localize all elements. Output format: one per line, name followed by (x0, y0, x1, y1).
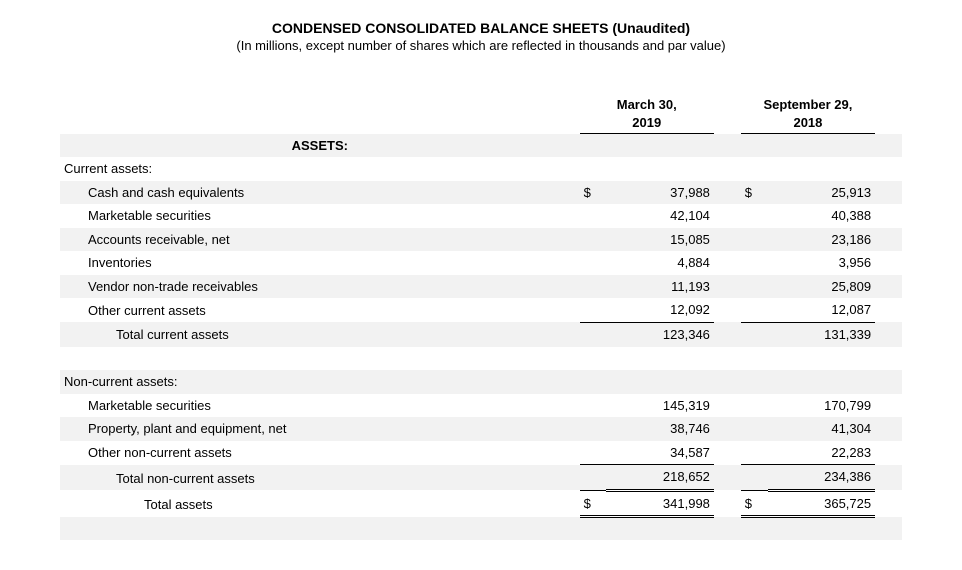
table-row: Inventories 4,884 3,956 (60, 251, 902, 275)
row-value: 131,339 (768, 322, 875, 346)
row-value: 12,087 (768, 298, 875, 322)
row-label: Property, plant and equipment, net (60, 417, 580, 441)
row-label: Vendor non-trade receivables (60, 275, 580, 299)
balance-sheet-table: March 30, 2019 September 29, 2018 ASSETS… (60, 93, 902, 540)
currency-symbol: $ (580, 490, 607, 517)
table-row: Cash and cash equivalents $ 37,988 $ 25,… (60, 181, 902, 205)
row-value: 38,746 (606, 417, 713, 441)
table-row (60, 517, 902, 541)
row-label: Total non-current assets (60, 465, 580, 491)
period1-line1: March 30, (617, 97, 677, 112)
table-row: Other non-current assets 34,587 22,283 (60, 441, 902, 465)
period2-line2: 2018 (793, 115, 822, 130)
row-value: 218,652 (606, 465, 713, 491)
table-row: ASSETS: (60, 134, 902, 158)
page-subtitle: (In millions, except number of shares wh… (60, 38, 902, 53)
currency-symbol: $ (741, 181, 768, 205)
table-row (60, 347, 902, 371)
row-label: Marketable securities (60, 394, 580, 418)
table-row: Other current assets 12,092 12,087 (60, 298, 902, 322)
row-label: Other current assets (60, 298, 580, 322)
row-value: 40,388 (768, 204, 875, 228)
table-row: Accounts receivable, net 15,085 23,186 (60, 228, 902, 252)
row-value: 234,386 (768, 465, 875, 491)
table-header-row: March 30, 2019 September 29, 2018 (60, 93, 902, 134)
row-label: Total assets (60, 490, 580, 517)
row-label: Total current assets (60, 322, 580, 346)
row-value: 22,283 (768, 441, 875, 465)
table-row: Total non-current assets 218,652 234,386 (60, 465, 902, 491)
row-label: Accounts receivable, net (60, 228, 580, 252)
assets-header: ASSETS: (60, 134, 580, 158)
row-label: Cash and cash equivalents (60, 181, 580, 205)
row-value: 23,186 (768, 228, 875, 252)
row-label: Inventories (60, 251, 580, 275)
row-value: 145,319 (606, 394, 713, 418)
row-value: 41,304 (768, 417, 875, 441)
row-value: 42,104 (606, 204, 713, 228)
row-label: Marketable securities (60, 204, 580, 228)
period1-line2: 2019 (632, 115, 661, 130)
row-value: 170,799 (768, 394, 875, 418)
table-row: Marketable securities 42,104 40,388 (60, 204, 902, 228)
table-row: Non-current assets: (60, 370, 902, 394)
noncurrent-assets-header: Non-current assets: (60, 370, 580, 394)
row-value: 37,988 (606, 181, 713, 205)
row-value: 25,913 (768, 181, 875, 205)
currency-symbol: $ (580, 181, 607, 205)
row-value: 11,193 (606, 275, 713, 299)
table-row: Current assets: (60, 157, 902, 181)
table-row: Total assets $ 341,998 $ 365,725 (60, 490, 902, 517)
row-value: 15,085 (606, 228, 713, 252)
row-value: 25,809 (768, 275, 875, 299)
period2-line1: September 29, (764, 97, 853, 112)
row-value: 341,998 (606, 490, 713, 517)
table-row: Marketable securities 145,319 170,799 (60, 394, 902, 418)
row-value: 123,346 (606, 322, 713, 346)
table-row: Vendor non-trade receivables 11,193 25,8… (60, 275, 902, 299)
page-title: CONDENSED CONSOLIDATED BALANCE SHEETS (U… (60, 20, 902, 36)
current-assets-header: Current assets: (60, 157, 580, 181)
table-row: Property, plant and equipment, net 38,74… (60, 417, 902, 441)
row-value: 365,725 (768, 490, 875, 517)
row-value: 34,587 (606, 441, 713, 465)
row-label: Other non-current assets (60, 441, 580, 465)
row-value: 4,884 (606, 251, 713, 275)
currency-symbol: $ (741, 490, 768, 517)
row-value: 12,092 (606, 298, 713, 322)
table-row: Total current assets 123,346 131,339 (60, 322, 902, 346)
row-value: 3,956 (768, 251, 875, 275)
